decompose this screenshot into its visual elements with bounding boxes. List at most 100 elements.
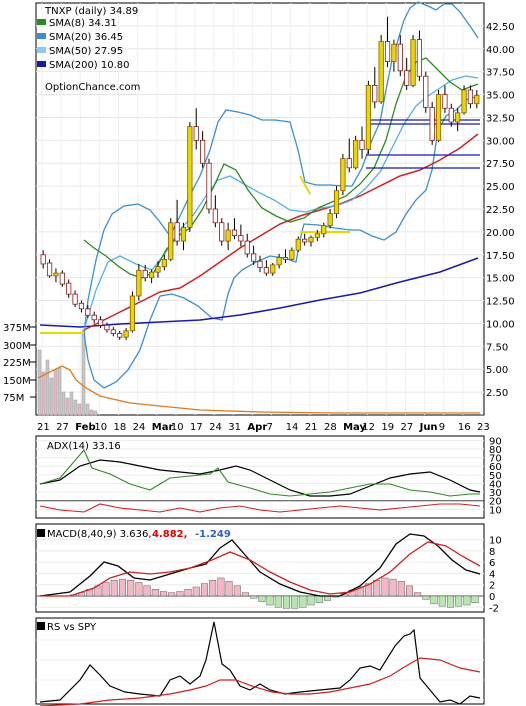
macd-hist-value: -1.249 xyxy=(195,529,231,540)
macd-hist-bar xyxy=(200,583,208,597)
candle-body xyxy=(219,222,225,242)
price-legend: TNXP (daily) 34.89 SMA(8) 34.31 SMA(20) 3… xyxy=(37,6,140,93)
x-tick-label: 21 xyxy=(305,422,318,433)
candle-body xyxy=(448,107,454,123)
macd-legend: MACD(8,40,9) 3.636, 4.882, -1.249 xyxy=(37,529,231,540)
price-axis-labels: 42.50 40.00 37.50 35.00 32.50 30.00 27.50 25.00… xyxy=(486,22,515,399)
volume-bar xyxy=(69,391,74,416)
macd-hist-bar xyxy=(274,595,282,608)
volume-tick-label: 150M xyxy=(3,376,31,387)
legend-swatch xyxy=(37,33,46,39)
adx-panel-frame xyxy=(35,435,485,519)
x-tick-label: 27 xyxy=(400,422,413,433)
price-tick-label: 10.00 xyxy=(486,319,515,330)
volume-bar xyxy=(45,359,50,416)
candle-body xyxy=(391,43,397,62)
candle-body xyxy=(282,257,289,260)
candle-body xyxy=(187,126,193,228)
rs-panel-frame xyxy=(35,617,485,705)
candle-body xyxy=(174,222,180,242)
candle-body xyxy=(461,89,467,114)
macd-hist-bar xyxy=(118,578,126,597)
macd-hist-bar xyxy=(102,582,110,597)
candle-body xyxy=(455,112,461,123)
candle-body xyxy=(200,139,206,164)
plus-di-line xyxy=(39,448,480,497)
price-tick-label: 27.50 xyxy=(486,159,515,170)
candle-body xyxy=(474,95,480,105)
macd-tick-label: -2 xyxy=(489,603,499,614)
rs-label: RS vs SPY xyxy=(47,622,97,633)
sma-lines xyxy=(39,57,480,331)
volume-bar xyxy=(89,409,94,416)
macd-hist-bar xyxy=(143,585,151,597)
x-tick-label: 12 xyxy=(362,422,375,433)
price-tick-label: 25.00 xyxy=(486,182,515,193)
macd-hist-bar xyxy=(151,589,159,597)
macd-hist-bar xyxy=(463,595,471,606)
macd-hist-bar xyxy=(373,580,381,597)
volume-bar xyxy=(93,410,98,416)
candle-body xyxy=(429,106,435,141)
legend-label: SMA(200) 10.80 xyxy=(49,60,130,71)
price-candles xyxy=(40,16,480,340)
macd-hist-bar xyxy=(233,585,241,597)
x-tick-label: 28 xyxy=(324,422,337,433)
watermark-text: OptionChance.com xyxy=(45,82,140,93)
price-grid xyxy=(36,3,484,415)
macd-histogram xyxy=(69,577,479,609)
x-tick-label: 21 xyxy=(37,422,50,433)
candle-body xyxy=(206,162,212,210)
macd-hist-bar xyxy=(266,595,274,606)
macd-hist-bar xyxy=(250,595,258,599)
macd-hist-bar xyxy=(430,595,438,605)
candle-body xyxy=(270,264,276,274)
candle-body xyxy=(276,257,282,266)
sma20-line xyxy=(83,75,479,331)
candle-body xyxy=(104,324,110,331)
x-tick-label: 9 xyxy=(439,422,445,433)
sma50-line xyxy=(83,133,479,331)
price-tick-label: 40.00 xyxy=(486,45,515,56)
volume-bar xyxy=(73,399,78,416)
macd-tick-label: 6 xyxy=(489,558,495,569)
volume-tick-label: 300M xyxy=(3,341,31,352)
adx-tick-label: 10 xyxy=(489,505,502,516)
legend-swatch xyxy=(37,47,46,53)
rs-legend: RS vs SPY xyxy=(37,622,97,633)
price-tick-label: 5.00 xyxy=(486,365,508,376)
candle-body xyxy=(295,238,301,251)
candle-body xyxy=(66,282,72,295)
macd-hist-bar xyxy=(397,581,405,597)
macd-hist-bar xyxy=(168,592,176,597)
volume-bar xyxy=(53,369,58,416)
candle-body xyxy=(72,293,78,305)
candle-body xyxy=(251,253,257,262)
candle-body xyxy=(180,226,187,242)
sma200-line xyxy=(39,257,479,328)
legend-swatch xyxy=(37,61,46,67)
candle-body xyxy=(442,94,448,109)
candle-body xyxy=(346,158,352,169)
candle-body xyxy=(117,333,123,338)
adx-tick-label: 50 xyxy=(489,471,502,482)
x-tick-label: 17 xyxy=(190,422,203,433)
price-tick-label: 37.50 xyxy=(486,68,515,79)
x-tick-label: 27 xyxy=(56,422,69,433)
macd-hist-bar xyxy=(127,580,135,597)
x-tick-label: Jun xyxy=(419,422,438,433)
candle-body xyxy=(397,43,403,72)
band-squeeze-marker xyxy=(299,175,311,195)
candle-body xyxy=(333,190,340,214)
candle-body xyxy=(225,229,231,242)
candle-body xyxy=(257,260,263,268)
volume-bar xyxy=(77,403,82,416)
volume-axis-labels: 375M 300M 225M 150M 75M xyxy=(3,323,36,404)
macd-hist-bar xyxy=(381,577,389,597)
macd-hist-bar xyxy=(455,595,463,607)
macd-hist-bar xyxy=(159,591,167,597)
x-tick-label: 10 xyxy=(94,422,107,433)
